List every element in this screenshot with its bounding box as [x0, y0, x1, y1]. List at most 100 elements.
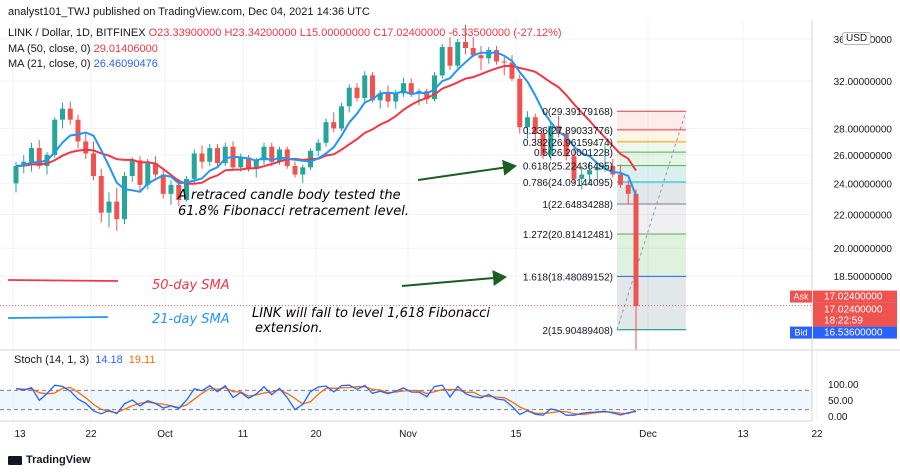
stoch-tick-label: 50.00 — [828, 396, 853, 407]
candle-body — [532, 117, 538, 134]
ma21-label: MA (21, close, 0) — [8, 58, 91, 70]
candle-body — [114, 201, 120, 220]
tradingview-logo-icon — [8, 455, 22, 465]
candle-body — [494, 50, 499, 62]
candle-body — [91, 153, 96, 177]
retrace-arrow — [417, 159, 517, 181]
time-tick-label: 11 — [238, 429, 249, 440]
stoch-tick-label: 100.00 — [828, 380, 859, 391]
candle-body — [525, 117, 530, 128]
fib-level-label: 0.618(25.22436495) — [523, 162, 613, 173]
candle-body — [362, 75, 368, 99]
currency-badge[interactable]: USD — [842, 32, 872, 45]
candle-body — [36, 148, 42, 166]
candle-body — [587, 170, 592, 175]
fib-level-label: 2(15.90489408) — [542, 326, 613, 337]
candle-body — [269, 146, 275, 162]
candle-body — [238, 157, 244, 168]
price-tick-label: 24.00000000 — [834, 179, 893, 190]
symbol-label[interactable]: LINK / Dollar, 1D, BITFINEX — [8, 27, 146, 39]
stochastic-k-value: 14.18 — [95, 354, 123, 366]
candle-body — [548, 125, 554, 155]
last-price-bg — [813, 302, 897, 327]
close-value: C17.02400000 — [373, 27, 446, 39]
candle-body — [246, 157, 251, 169]
candle-body — [323, 122, 329, 143]
candle-body — [401, 83, 406, 94]
candle-body — [29, 148, 34, 162]
candle-body — [315, 142, 321, 151]
fall-arrow — [401, 270, 507, 287]
price-tick-label: 32.00000000 — [834, 77, 893, 88]
candle-body — [13, 165, 19, 184]
stochastic-legend[interactable]: Stoch (14, 1, 3) 14.18 19.11 — [14, 354, 155, 366]
time-tick-label: 22 — [811, 429, 823, 440]
tradingview-logo-text: TradingView — [26, 454, 91, 466]
fall-annotation-line2: extension. — [255, 321, 323, 336]
candle-body — [370, 75, 375, 101]
annotation-arrows — [401, 159, 517, 287]
ma50-label: MA (50, close, 0) — [8, 43, 91, 55]
candle-body — [199, 153, 205, 162]
candle-body — [145, 163, 151, 185]
price-tick-label: 26.00000000 — [834, 151, 893, 162]
stoch-d-line — [15, 386, 637, 416]
candle-body — [447, 47, 453, 66]
legend-50-swatch — [7, 279, 119, 282]
ask-value-bg — [813, 290, 897, 303]
price-axis[interactable]: 36.0000000032.0000000028.0000000026.0000… — [811, 20, 900, 421]
legend-21-label: 21-day SMA — [152, 312, 230, 327]
candle-body — [432, 75, 437, 100]
ask-tag-label: Ask — [793, 292, 809, 302]
candle-body — [463, 41, 468, 49]
price-tick-label: 28.00000000 — [834, 124, 893, 135]
fib-level-label: 0(29.39179168) — [542, 107, 613, 118]
main-pane[interactable] — [0, 20, 812, 350]
fib-band — [617, 276, 686, 330]
stochastic-pane[interactable] — [0, 384, 812, 416]
candle-body — [60, 108, 65, 120]
candle-body — [129, 160, 135, 177]
price-tick-label: 22.00000000 — [834, 210, 893, 221]
stochastic-d-value: 19.11 — [128, 354, 156, 366]
candle-body — [610, 165, 616, 175]
tradingview-logo[interactable]: TradingView — [8, 454, 91, 466]
ma50-legend[interactable]: MA (50, close, 0) 29.01406000 — [8, 43, 158, 55]
last-price-value: 17.02400000 — [824, 305, 883, 316]
candle-body — [594, 167, 600, 171]
fib-band — [617, 165, 686, 182]
fib-level-label: 0.382(26.96159474) — [523, 138, 613, 149]
candle-body — [207, 148, 213, 162]
bar-countdown: 18:22:59 — [824, 316, 863, 327]
ma21-legend[interactable]: MA (21, close, 0) 26.46090476 — [8, 58, 158, 70]
high-value: H23.34200000 — [224, 27, 297, 39]
candle-body — [618, 174, 623, 185]
candle-body — [98, 176, 104, 213]
fib-band — [617, 234, 686, 277]
candle-body — [277, 149, 282, 162]
fib-band — [617, 111, 686, 130]
candle-body — [486, 50, 492, 59]
time-tick-label: 15 — [510, 429, 522, 440]
candle-body — [470, 48, 476, 56]
candle-body — [385, 93, 391, 102]
ma21-line — [15, 51, 637, 197]
time-axis[interactable]: 13 22 Oct 11 20 Nov 15 Dec 13 22 — [14, 429, 823, 440]
candle-body — [21, 161, 27, 166]
candle-body — [331, 122, 337, 129]
candle-body — [261, 146, 267, 161]
candle-body — [517, 78, 523, 128]
candle-body — [424, 91, 430, 100]
candle-body — [215, 148, 220, 164]
stochastic-axis[interactable]: 100.00 50.00 0.00 — [828, 380, 859, 423]
ask-value: 17.02400000 — [824, 292, 883, 303]
candle-body — [153, 163, 158, 175]
candle-body — [160, 174, 166, 194]
bid-tag-label-bg — [790, 326, 812, 339]
candle-body — [377, 93, 383, 101]
candle-body — [52, 119, 58, 155]
bid-value: 16.53600000 — [824, 328, 883, 339]
fib-level-label: 0.786(24.09144095) — [523, 178, 613, 189]
legend-50-label: 50-day SMA — [152, 278, 230, 293]
